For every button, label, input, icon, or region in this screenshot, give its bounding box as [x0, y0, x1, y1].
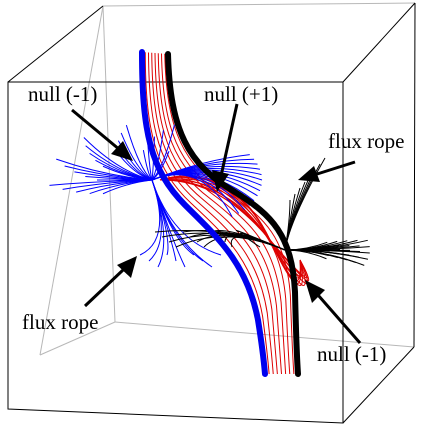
label-null-plus: null (+1)	[204, 82, 278, 106]
bounding-box-front	[7, 2, 416, 424]
arrow-flux-rope-right	[298, 160, 356, 182]
black-field-line	[284, 157, 326, 251]
annotation-arrows	[71, 103, 362, 344]
box-edge	[7, 5, 104, 83]
box-edge	[39, 5, 104, 356]
arrow-null-minus-left	[71, 108, 133, 161]
label-flux-rope-right: flux rope	[328, 129, 404, 153]
black-field-line	[246, 236, 286, 251]
box-edge	[342, 2, 416, 83]
box-edge	[342, 346, 415, 424]
blue-field-line	[151, 179, 165, 268]
blue-field-line	[151, 179, 222, 256]
label-null-minus-right: null (-1)	[317, 342, 386, 366]
box-edge	[102, 5, 116, 323]
blue-field-line	[139, 179, 161, 256]
blue-field-line	[151, 124, 175, 181]
arrow-null-minus-right	[305, 280, 362, 344]
flux-rope-blue-curve	[139, 49, 268, 377]
red-field-line	[164, 53, 295, 375]
blue-field-line	[125, 124, 153, 181]
blue-field-line	[83, 137, 153, 181]
box-edge	[413, 2, 416, 348]
arrow-null-plus	[212, 103, 239, 192]
red-field-line	[157, 53, 287, 375]
red-field-line	[144, 52, 270, 375]
red-field-line	[151, 52, 278, 375]
red-field-line	[154, 52, 282, 375]
box-edge	[102, 2, 416, 7]
bounding-box-back	[39, 2, 416, 356]
blue-field-line	[151, 136, 155, 181]
arrow-flux-rope-left	[83, 256, 137, 308]
blue-field-line	[147, 143, 153, 181]
label-flux-rope-left: flux rope	[22, 310, 98, 334]
label-null-minus-left: null (-1)	[28, 82, 97, 106]
box-edge	[39, 321, 116, 356]
flux-rope-black-curve	[165, 51, 301, 377]
red-field-lines	[144, 52, 310, 375]
red-field-line	[148, 52, 274, 375]
